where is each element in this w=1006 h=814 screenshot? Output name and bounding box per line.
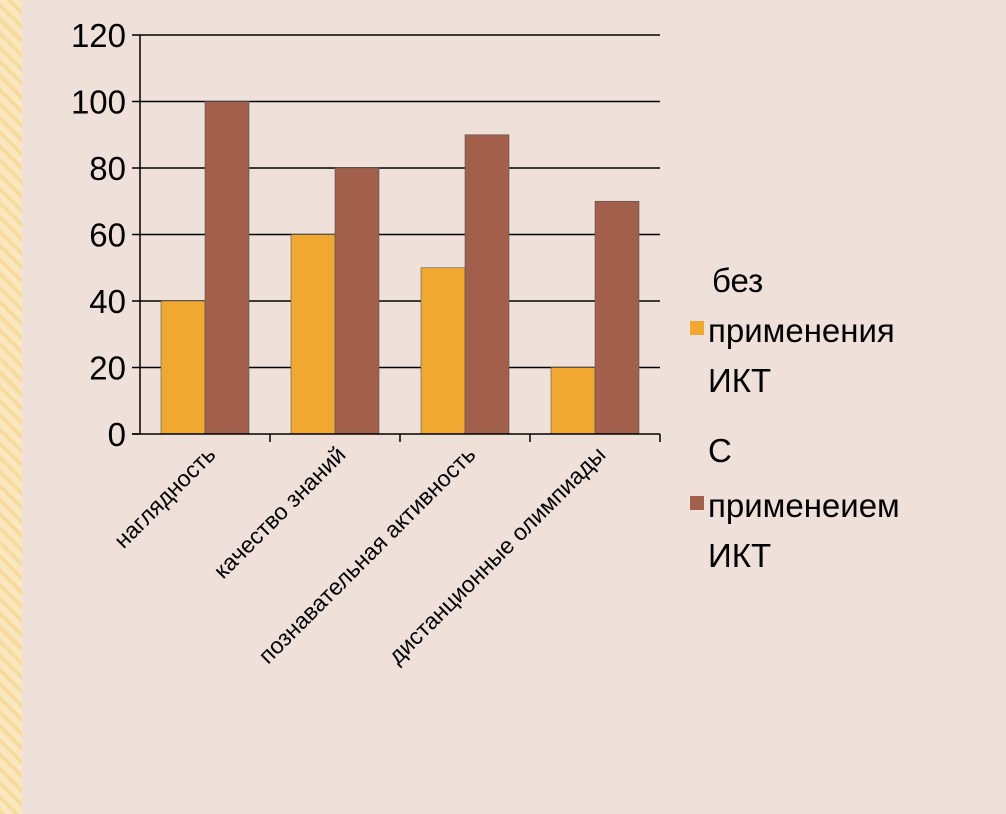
legend-series1-line1: без <box>712 262 763 299</box>
bar-with-ict <box>204 101 250 435</box>
bars <box>160 101 640 435</box>
y-tick-label: 120 <box>71 17 126 54</box>
y-tick-label: 20 <box>89 350 126 387</box>
legend-series2-swatch <box>690 496 704 510</box>
legend-series1-line2: применения <box>708 312 895 349</box>
y-tick-label: 100 <box>71 84 126 121</box>
y-tick-label: 0 <box>108 416 126 453</box>
legend-series1-line3: ИКТ <box>708 362 771 399</box>
legend: без применения ИКТ С применеием ИКТ <box>690 262 900 574</box>
y-tick-label: 40 <box>89 283 126 320</box>
legend-series2-line1: С <box>708 432 732 469</box>
x-category-label: наглядность <box>109 441 221 553</box>
bar-with-ict <box>594 200 640 435</box>
legend-series2-line2: применеием <box>708 487 900 524</box>
legend-series2-line3: ИКТ <box>708 537 771 574</box>
bar-without-ict <box>290 234 336 435</box>
bar-with-ict <box>334 167 380 435</box>
y-tick-label: 60 <box>89 217 126 254</box>
x-category-label: познавательная активность <box>253 441 480 668</box>
x-category-label: дистанционные олимпиады <box>383 441 611 669</box>
axes <box>132 34 661 442</box>
y-tick-labels: 0 20 40 60 80 100 120 <box>71 17 126 453</box>
bar-without-ict <box>420 267 466 435</box>
bar-without-ict <box>160 300 206 435</box>
bar-with-ict <box>464 134 510 435</box>
bar-without-ict <box>550 367 596 435</box>
y-tick-label: 80 <box>89 150 126 187</box>
legend-series1-swatch <box>690 321 704 335</box>
x-category-label: качество знаний <box>208 441 350 583</box>
